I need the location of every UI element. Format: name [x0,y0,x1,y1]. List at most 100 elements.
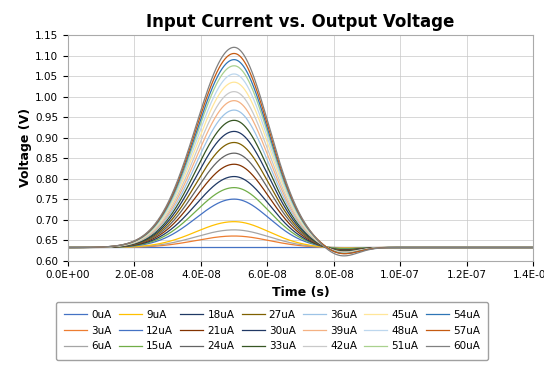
21uA [231,162,237,166]
24uA [65,245,71,250]
6uA [231,228,237,232]
6uA [263,234,270,238]
27uA [145,237,152,241]
Line: 12uA: 12uA [68,199,533,249]
27uA [342,249,348,253]
15uA [521,245,528,250]
57uA [145,229,152,234]
15uA [530,245,536,250]
9uA [521,245,528,250]
Line: 15uA: 15uA [68,187,533,249]
6uA [243,229,250,233]
39uA [65,245,71,250]
12uA [65,245,71,250]
3uA [65,245,71,250]
60uA [263,116,270,120]
12uA [263,214,270,219]
3uA [471,245,478,250]
6uA [471,245,478,250]
36uA [145,234,152,238]
Line: 42uA: 42uA [68,92,533,252]
51uA [471,245,478,250]
21uA [145,238,152,243]
18uA [243,179,250,183]
54uA [243,69,250,74]
12uA [231,197,237,202]
51uA [118,243,125,247]
48uA [145,231,152,236]
57uA [231,51,237,56]
51uA [342,251,348,256]
9uA [65,245,71,250]
57uA [342,251,348,256]
60uA [521,245,528,250]
6uA [118,245,125,250]
27uA [471,245,478,250]
60uA [471,245,478,250]
Line: 24uA: 24uA [68,153,533,251]
39uA [530,245,536,250]
42uA [521,245,528,250]
12uA [243,200,250,204]
Title: Input Current vs. Output Voltage: Input Current vs. Output Voltage [146,13,455,31]
Line: 30uA: 30uA [68,131,533,251]
33uA [263,163,270,168]
30uA [243,136,250,141]
36uA [521,245,528,250]
45uA [342,251,348,255]
0uA [145,245,152,250]
3uA [243,235,250,239]
15uA [118,244,125,249]
24uA [342,248,348,253]
57uA [471,245,478,250]
33uA [521,245,528,250]
15uA [145,240,152,245]
54uA [471,245,478,250]
9uA [263,228,270,233]
18uA [521,245,528,250]
15uA [343,247,349,251]
21uA [263,191,270,196]
15uA [65,245,71,250]
36uA [530,245,536,250]
42uA [231,89,237,94]
12uA [471,245,478,250]
27uA [521,245,528,250]
57uA [243,63,250,68]
48uA [243,82,250,87]
42uA [118,243,125,248]
45uA [231,80,237,84]
33uA [65,245,71,250]
24uA [231,151,237,156]
3uA [231,234,237,238]
42uA [243,99,250,103]
0uA [471,245,477,250]
30uA [65,245,71,250]
9uA [530,245,536,250]
51uA [65,245,71,250]
Legend: 0uA, 3uA, 6uA, 9uA, 12uA, 15uA, 18uA, 21uA, 24uA, 27uA, 30uA, 33uA, 36uA, 39uA, : 0uA, 3uA, 6uA, 9uA, 12uA, 15uA, 18uA, 21… [56,301,488,360]
Line: 6uA: 6uA [68,230,533,248]
3uA [521,245,528,250]
15uA [263,207,270,211]
21uA [342,248,348,252]
39uA [118,244,125,248]
Y-axis label: Voltage (V): Voltage (V) [19,108,32,187]
48uA [471,245,478,250]
Line: 36uA: 36uA [68,110,533,252]
30uA [145,236,152,240]
Line: 54uA: 54uA [68,60,533,254]
6uA [145,244,152,249]
45uA [471,245,478,250]
42uA [342,250,348,255]
51uA [530,245,536,250]
36uA [118,244,125,248]
54uA [118,243,125,247]
42uA [530,245,536,250]
45uA [145,231,152,236]
Line: 27uA: 27uA [68,142,533,251]
27uA [263,177,270,182]
42uA [145,232,152,237]
18uA [342,247,348,252]
0uA [263,245,270,250]
